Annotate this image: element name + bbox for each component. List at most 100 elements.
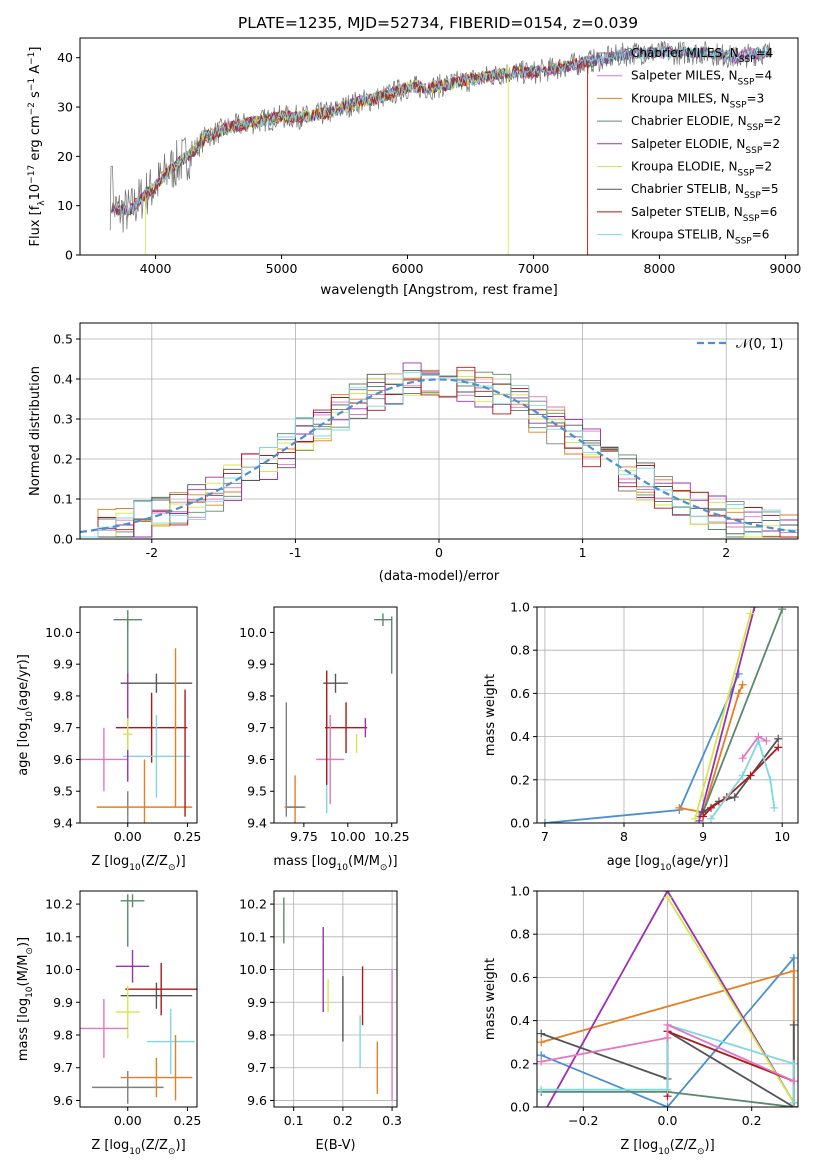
axes-residuals: -2 -1 0 1 2 0.0 0.1 0.2 0.3 0.4 0.5 𝒩(0, 1) (data-mo…: [28, 322, 799, 584]
legend-label-part: SSP: [745, 146, 762, 156]
legend-label-part: SSP: [738, 169, 755, 179]
weight-marker: [738, 771, 747, 780]
x-axis-label: wavelength [Angstrom, rest frame]: [320, 282, 558, 298]
model-line-5: [145, 67, 509, 255]
x-tick-label: 10.25: [374, 829, 410, 844]
legend-label: Chabrier ELODIE, NSSP=2: [631, 114, 781, 133]
x-tick-label: 0.1: [284, 1113, 304, 1128]
y-tick-label: 0.6: [510, 686, 530, 701]
y-tick-label: 9.4: [53, 816, 73, 831]
weight-marker: [789, 1077, 798, 1086]
y-tick-label: 9.7: [53, 1060, 73, 1075]
x-axis-label-part: )]: [705, 1138, 715, 1153]
y-tick-label: 10.1: [239, 929, 267, 944]
normal-curve: [80, 378, 798, 534]
legend-label: Salpeter STELIB, NSSP=6: [631, 205, 777, 224]
weight-marker: [663, 893, 672, 902]
y-tick-label: 9.6: [53, 1093, 73, 1108]
weight-line-8: [541, 1023, 795, 1082]
y-tick-label: 9.8: [53, 1028, 73, 1043]
x-axis-label-part: )]: [176, 854, 186, 869]
axes-weight_vs_Z: −0.2 0.0 0.2 0.0 0.2 0.4 0.6 0.8 1.0 Z [log10(Z/Z…: [483, 884, 799, 1157]
weight-marker: [691, 814, 700, 823]
y-axis-label-part: ⊙: [25, 947, 35, 955]
weight-marker: [789, 953, 798, 962]
weight-marker: [663, 1020, 672, 1029]
legend-label-part: Salpeter MILES, N: [631, 69, 738, 83]
x-axis-label-part: 10: [129, 863, 141, 873]
x-axis-label-part: ⊙: [380, 863, 388, 873]
y-tick-label: 9.9: [53, 657, 73, 672]
weight-marker: [738, 754, 747, 763]
y-axis-label-part: mass [log: [16, 998, 31, 1061]
weight-marker: [770, 803, 779, 812]
legend-label-part: =6: [760, 205, 778, 219]
y-tick-label: 0.0: [510, 816, 530, 831]
y-axis-label-part: s: [28, 91, 43, 102]
axes-frame: [79, 890, 198, 1108]
axes-frame: [273, 606, 398, 824]
y-tick-label: 0.8: [510, 927, 530, 942]
axes-frame: [273, 890, 398, 1108]
y-tick-label: 0.2: [510, 772, 530, 787]
y-axis-label-part: erg cm: [28, 115, 43, 164]
y-tick-label: 9.5: [247, 784, 267, 799]
y-axis-label-part: ]: [28, 47, 43, 52]
y-tick-label: 10.2: [239, 897, 267, 912]
y-tick-label: 0.5: [53, 332, 73, 347]
y-tick-label: 9.5: [53, 784, 73, 799]
x-tick-label: 4000: [140, 261, 172, 276]
weight-line-3: [698, 607, 756, 822]
x-tick-label: 7: [541, 829, 549, 844]
weight-marker: [738, 680, 747, 689]
y-tick-label: 10.0: [239, 962, 267, 977]
y-axis-label: age [log10(age/yr)]: [16, 654, 35, 776]
x-tick-label: 9000: [769, 261, 801, 276]
axes-mass_vs_ebv: 0.1 0.2 0.3 9.6 9.7 9.8 9.9 10.0 10.1 10.2 E(B-V): [239, 890, 402, 1153]
y-axis-label-part: 10: [25, 986, 35, 998]
x-tick-label: 0.00: [114, 1113, 142, 1128]
y-tick-label: 0.4: [510, 1013, 530, 1028]
legend-label-part: =4: [754, 69, 772, 83]
x-axis-label-part: (Z/Z: [141, 854, 168, 869]
legend-label-part: =4: [756, 46, 774, 60]
weight-marker: [789, 966, 798, 975]
x-tick-label: -2: [146, 545, 158, 560]
x-axis-label-part: (M/M: [348, 854, 380, 869]
weight-line-4: [694, 613, 752, 819]
legend-label-part: Salpeter STELIB, N: [631, 205, 743, 219]
x-axis-label-part: (Z/Z: [670, 1138, 697, 1153]
x-axis-label-part: ⊙: [697, 1147, 705, 1157]
legend-label-part: SSP: [730, 100, 747, 110]
y-tick-label: 10.2: [45, 897, 73, 912]
y-tick-label: 9.8: [247, 1028, 267, 1043]
legend-label-part: SSP: [747, 123, 764, 133]
legend-label-part: Chabrier STELIB, N: [631, 182, 744, 196]
x-axis-label-part: ⊙: [168, 863, 176, 873]
y-tick-label: 9.9: [247, 995, 267, 1010]
x-tick-label: 0: [435, 545, 443, 560]
x-axis-label: Z [log10(Z/Z⊙)]: [620, 1138, 714, 1157]
x-axis-label: E(B-V): [315, 1138, 355, 1153]
y-tick-label: 10.0: [239, 625, 267, 640]
y-axis-label: mass weight: [483, 958, 498, 1040]
x-tick-label: 8: [620, 829, 628, 844]
weight-marker: [750, 607, 759, 611]
weight-marker: [734, 689, 743, 698]
x-axis-label-part: 10: [658, 1147, 670, 1157]
y-tick-label: 9.8: [53, 688, 73, 703]
y-axis-label-part: )]: [16, 937, 31, 947]
y-tick-label: 0.3: [53, 412, 73, 427]
legend-label: Chabrier STELIB, NSSP=5: [631, 182, 779, 201]
legend-label-part: Salpeter ELODIE, N: [631, 137, 745, 151]
y-axis-label-part: −1: [27, 52, 37, 65]
y-axis-label: Flux [fλ10−17 erg cm−2 s−1 A−1]: [27, 47, 47, 247]
weight-marker: [730, 793, 739, 802]
plot-area-residuals: [80, 362, 798, 538]
plot-area-weight_vs_Z: [537, 891, 798, 1107]
x-tick-label: -1: [289, 545, 301, 560]
x-axis-label-part: Z [log: [91, 1138, 129, 1153]
weight-line-4: [666, 897, 795, 1104]
x-axis-label-part: mass [log: [273, 854, 336, 869]
